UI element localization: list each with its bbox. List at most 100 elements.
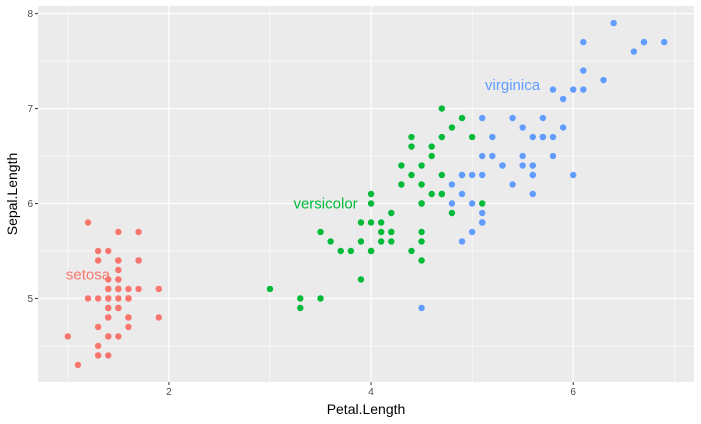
plot-panel bbox=[38, 6, 694, 382]
data-point-setosa bbox=[94, 342, 102, 350]
data-point-versicolor bbox=[357, 219, 365, 226]
data-point-versicolor bbox=[408, 133, 415, 141]
data-point-virginica bbox=[580, 67, 587, 74]
data-point-setosa bbox=[105, 352, 112, 359]
data-point-versicolor bbox=[357, 276, 365, 283]
species-label-setosa: setosa bbox=[66, 267, 111, 284]
data-point-setosa bbox=[94, 295, 102, 302]
data-point-setosa bbox=[125, 285, 132, 293]
data-point-virginica bbox=[479, 219, 486, 226]
data-point-virginica bbox=[610, 19, 617, 27]
data-point-virginica bbox=[580, 38, 587, 46]
data-point-setosa bbox=[94, 352, 102, 359]
data-point-setosa bbox=[115, 257, 122, 264]
data-point-versicolor bbox=[408, 143, 415, 150]
y-tick-label: 5 bbox=[27, 294, 33, 305]
data-point-setosa bbox=[94, 323, 102, 331]
data-point-setosa bbox=[125, 323, 132, 331]
data-point-setosa bbox=[115, 285, 122, 293]
data-point-virginica bbox=[479, 171, 486, 179]
data-point-virginica bbox=[559, 95, 567, 103]
data-points bbox=[64, 19, 668, 369]
x-axis-title: Petal.Length bbox=[327, 401, 406, 417]
data-point-versicolor bbox=[377, 238, 385, 245]
data-point-virginica bbox=[630, 48, 638, 55]
data-point-versicolor bbox=[468, 133, 476, 141]
data-point-versicolor bbox=[388, 209, 395, 217]
data-point-setosa bbox=[74, 361, 82, 369]
data-point-versicolor bbox=[438, 171, 446, 179]
y-axis: 5 6 7 8 bbox=[27, 9, 38, 305]
species-label-versicolor: versicolor bbox=[293, 195, 357, 212]
data-point-versicolor bbox=[367, 247, 375, 255]
data-point-versicolor bbox=[367, 190, 375, 198]
data-point-virginica bbox=[448, 181, 456, 188]
data-point-versicolor bbox=[347, 247, 355, 255]
data-point-setosa bbox=[105, 333, 112, 340]
data-point-setosa bbox=[105, 314, 112, 321]
data-point-setosa bbox=[105, 304, 112, 312]
x-tick-label: 2 bbox=[166, 387, 172, 398]
data-point-virginica bbox=[549, 152, 557, 160]
data-point-setosa bbox=[105, 276, 112, 283]
data-point-versicolor bbox=[418, 228, 425, 236]
data-point-setosa bbox=[155, 285, 162, 293]
data-point-setosa bbox=[115, 333, 122, 340]
data-point-versicolor bbox=[367, 219, 375, 226]
y-tick-label: 7 bbox=[27, 104, 33, 115]
data-point-virginica bbox=[489, 152, 496, 160]
data-point-virginica bbox=[468, 171, 476, 179]
data-point-virginica bbox=[468, 228, 476, 236]
data-point-versicolor bbox=[398, 181, 405, 188]
data-point-versicolor bbox=[428, 143, 435, 150]
data-point-versicolor bbox=[448, 124, 456, 131]
y-tick-label: 8 bbox=[27, 9, 33, 20]
data-point-versicolor bbox=[367, 200, 375, 207]
data-point-virginica bbox=[559, 124, 567, 131]
data-point-setosa bbox=[155, 314, 162, 321]
data-point-versicolor bbox=[418, 162, 425, 169]
data-point-versicolor bbox=[317, 295, 324, 302]
data-point-setosa bbox=[115, 304, 122, 312]
data-point-versicolor bbox=[418, 200, 425, 207]
data-point-setosa bbox=[115, 228, 122, 236]
data-point-virginica bbox=[539, 114, 547, 122]
data-point-setosa bbox=[94, 247, 102, 255]
data-point-setosa bbox=[84, 295, 92, 302]
data-point-versicolor bbox=[388, 228, 395, 236]
data-point-virginica bbox=[448, 200, 456, 207]
data-point-versicolor bbox=[377, 219, 385, 226]
data-point-versicolor bbox=[458, 114, 466, 122]
data-point-setosa bbox=[84, 219, 92, 226]
data-point-virginica bbox=[499, 162, 506, 169]
data-point-virginica bbox=[580, 86, 587, 93]
x-axis: 2 4 6 bbox=[166, 382, 576, 398]
data-point-virginica bbox=[458, 238, 466, 245]
data-point-virginica bbox=[529, 162, 536, 169]
data-point-versicolor bbox=[448, 209, 456, 217]
data-point-virginica bbox=[479, 209, 486, 217]
data-point-virginica bbox=[570, 171, 577, 179]
data-point-virginica bbox=[529, 133, 536, 141]
species-labels: setosa versicolor virginica bbox=[66, 77, 541, 284]
data-point-versicolor bbox=[418, 238, 425, 245]
y-axis-title: Sepal.Length bbox=[4, 153, 20, 236]
data-point-virginica bbox=[549, 86, 557, 93]
data-point-virginica bbox=[468, 200, 476, 207]
data-point-virginica bbox=[519, 152, 526, 160]
data-point-setosa bbox=[125, 295, 132, 302]
data-point-virginica bbox=[539, 133, 547, 141]
data-point-setosa bbox=[135, 228, 142, 236]
data-point-virginica bbox=[458, 171, 466, 179]
data-point-setosa bbox=[94, 257, 102, 264]
data-point-virginica bbox=[479, 152, 486, 160]
data-point-versicolor bbox=[317, 228, 324, 236]
data-point-virginica bbox=[529, 171, 536, 179]
data-point-virginica bbox=[489, 133, 496, 141]
data-point-setosa bbox=[105, 247, 112, 255]
data-point-setosa bbox=[135, 285, 142, 293]
data-point-versicolor bbox=[479, 200, 486, 207]
data-point-virginica bbox=[570, 86, 577, 93]
data-point-setosa bbox=[115, 276, 122, 283]
data-point-versicolor bbox=[377, 228, 385, 236]
